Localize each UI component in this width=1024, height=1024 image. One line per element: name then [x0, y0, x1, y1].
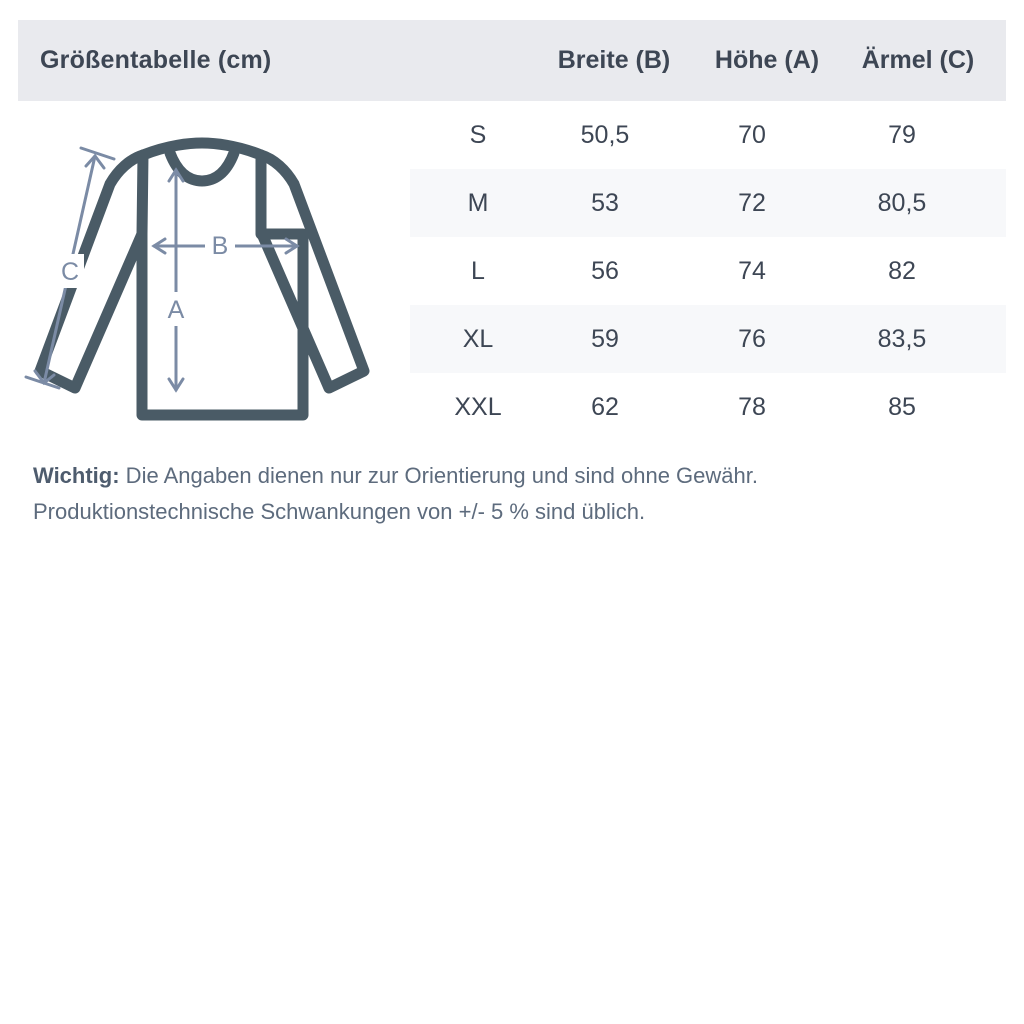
sleeve-label: C [61, 258, 79, 286]
column-header-hoehe: Höhe (A) [714, 46, 820, 74]
sleeve-tick-top [79, 146, 116, 161]
cell-breite: 62 [591, 392, 619, 421]
height-label: A [168, 296, 185, 324]
cell-size: M [467, 188, 489, 217]
table-row: L 56 74 82 [0, 237, 1024, 305]
cell-aermel: 82 [888, 256, 916, 285]
column-header-breite: Breite (B) [557, 46, 671, 74]
disclaimer-text-1: Die Angaben dienen nur zur Orientierung … [119, 463, 758, 488]
row-background [410, 305, 1006, 373]
height-label-bg [162, 292, 190, 326]
cell-breite: 56 [591, 256, 619, 285]
cell-size: S [469, 120, 487, 149]
cell-size: XL [462, 324, 494, 353]
cell-hoehe: 78 [738, 392, 766, 421]
sleeve-label-bg [56, 254, 84, 288]
height-arrow-head-top [167, 167, 185, 183]
disclaimer-line-2: Produktionstechnische Schwankungen von +… [33, 499, 646, 524]
table-row: S 50,5 70 79 [0, 101, 1024, 169]
cell-hoehe: 76 [738, 324, 766, 353]
cell-hoehe: 74 [738, 256, 766, 285]
cell-aermel: 85 [888, 392, 916, 421]
garment-diagram: B A C [18, 128, 400, 430]
height-arrow-head-bottom [167, 377, 185, 393]
cell-breite: 53 [591, 188, 619, 217]
column-header-aermel: Ärmel (C) [861, 46, 975, 74]
table-row: M 53 72 80,5 [0, 169, 1024, 237]
cell-hoehe: 70 [738, 120, 766, 149]
row-background [410, 169, 1006, 237]
cell-aermel: 83,5 [877, 324, 927, 353]
cell-size: L [471, 256, 485, 285]
sleeve-tick-bottom [24, 375, 61, 390]
cell-hoehe: 72 [738, 188, 766, 217]
cell-breite: 59 [591, 324, 619, 353]
disclaimer-bold-prefix: Wichtig: [33, 463, 120, 488]
table-row: XXL 62 78 85 [0, 373, 1024, 441]
table-row: XL 59 76 83,5 [0, 305, 1024, 373]
disclaimer-note: Wichtig: Die Angaben dienen nur zur Orie… [33, 458, 993, 530]
cell-aermel: 79 [888, 120, 916, 149]
size-table-body: S 50,5 70 79 M 53 72 80,5 L 56 74 82 XL … [0, 101, 1024, 441]
width-label: B [212, 232, 229, 260]
width-arrow-head-right [284, 237, 300, 255]
disclaimer-line-1: Wichtig: Die Angaben dienen nur zur Orie… [33, 458, 993, 494]
table-header: Größentabelle (cm) Breite (B) Höhe (A) Ä… [18, 20, 1006, 101]
page-title: Größentabelle (cm) [40, 46, 272, 74]
width-arrow-head-left [151, 237, 167, 255]
long-sleeve-shirt-icon: B A C [24, 137, 370, 421]
cell-aermel: 80,5 [877, 188, 927, 217]
sleeve-arrow-head-top [84, 153, 106, 170]
cell-breite: 50,5 [580, 120, 630, 149]
width-label-bg [205, 228, 235, 262]
cell-size: XXL [454, 392, 502, 421]
